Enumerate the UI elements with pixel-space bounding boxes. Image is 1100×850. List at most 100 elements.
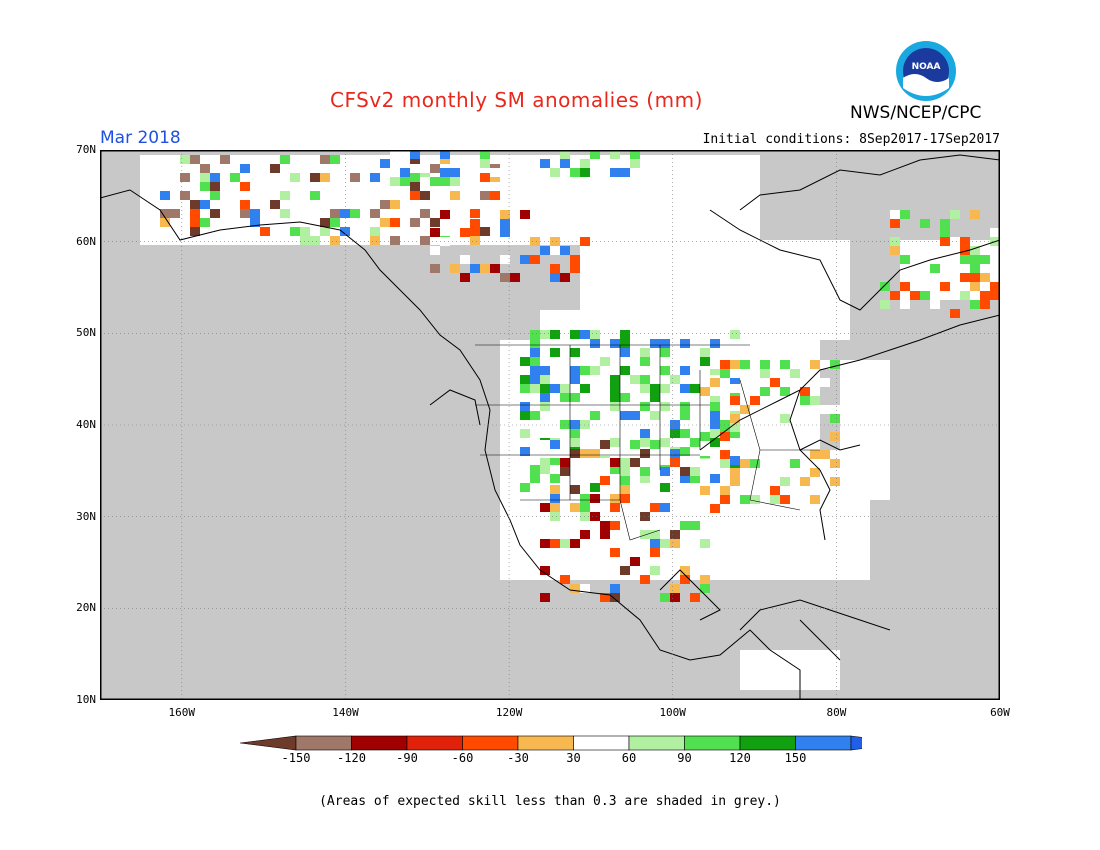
anomaly-cell <box>630 150 640 159</box>
anomaly-cell <box>160 209 170 218</box>
anomaly-cell <box>350 173 360 182</box>
anomaly-cell <box>700 396 710 405</box>
initial-conditions: Initial conditions: 8Sep2017-17Sep2017 <box>702 132 1000 147</box>
anomaly-cell <box>650 339 660 348</box>
anomaly-cell <box>200 200 210 209</box>
anomaly-cell <box>810 360 820 369</box>
anomaly-cell <box>550 449 560 458</box>
anomaly-cell <box>520 384 530 393</box>
anomaly-cell <box>570 255 580 264</box>
anomaly-cell <box>580 467 590 476</box>
anomaly-cell <box>470 219 480 228</box>
anomaly-cell <box>900 300 910 309</box>
anomaly-cell <box>610 393 620 402</box>
anomaly-cell <box>550 168 560 177</box>
anomaly-cell <box>580 584 590 593</box>
anomaly-cell <box>570 503 580 512</box>
anomaly-cell <box>560 539 570 548</box>
anomaly-cell <box>830 432 840 441</box>
anomaly-cell <box>610 465 620 474</box>
anomaly-cell <box>620 458 630 467</box>
lat-label: 60N <box>76 234 96 248</box>
anomaly-cell <box>640 402 650 411</box>
anomaly-cell <box>710 495 720 504</box>
anomaly-cell <box>750 495 760 504</box>
anomaly-cell <box>980 291 990 300</box>
anomaly-cell <box>620 348 630 357</box>
anomaly-cell <box>390 236 400 245</box>
anomaly-cell <box>540 246 550 255</box>
legend-label: 90 <box>677 751 692 765</box>
map-frame <box>100 150 1000 700</box>
anomaly-cell <box>940 282 950 291</box>
anomaly-cell <box>640 348 650 357</box>
anomaly-cell <box>970 246 980 255</box>
anomaly-cell <box>390 200 400 209</box>
legend-label: 150 <box>784 751 807 765</box>
anomaly-cell <box>640 375 650 384</box>
anomaly-cell <box>470 164 480 173</box>
anomaly-cell <box>550 384 560 393</box>
anomaly-cell <box>530 228 540 237</box>
anomaly-cell <box>540 458 550 467</box>
anomaly-cell <box>790 387 800 396</box>
neutral-region <box>840 360 890 500</box>
anomaly-cell <box>270 227 280 236</box>
anomaly-cell <box>470 155 480 164</box>
anomaly-cell <box>350 164 360 173</box>
anomaly-cell <box>560 458 570 467</box>
anomaly-cell <box>580 420 590 429</box>
anomaly-cell <box>470 236 480 245</box>
anomaly-cell <box>700 432 710 441</box>
legend-swatch <box>351 735 408 751</box>
anomaly-cell <box>350 182 360 191</box>
anomaly-cell <box>560 467 570 476</box>
anomaly-cell <box>240 164 250 173</box>
anomaly-cell <box>370 209 380 218</box>
anomaly-cell <box>960 246 970 255</box>
anomaly-cell <box>660 593 670 602</box>
anomaly-cell <box>550 440 560 449</box>
anomaly-cell <box>660 467 670 476</box>
anomaly-cell <box>990 291 1000 300</box>
anomaly-cell <box>490 191 500 200</box>
anomaly-cell <box>540 440 550 449</box>
anomaly-cell <box>500 228 510 237</box>
anomaly-cell <box>830 360 840 369</box>
anomaly-cell <box>200 164 210 173</box>
neutral-region <box>740 650 840 690</box>
anomaly-cell <box>290 173 300 182</box>
anomaly-cell <box>760 360 770 369</box>
anomaly-cell <box>470 177 480 186</box>
anomaly-cell <box>820 360 830 369</box>
anomaly-cell <box>600 521 610 530</box>
anomaly-cell <box>710 378 720 387</box>
anomaly-cell <box>720 423 730 432</box>
anomaly-cell <box>580 503 590 512</box>
anomaly-cell <box>760 387 770 396</box>
anomaly-cell <box>570 219 580 228</box>
anomaly-map <box>100 150 1000 700</box>
lat-label: 50N <box>76 326 96 340</box>
anomaly-cell <box>630 375 640 384</box>
anomaly-cell <box>700 459 710 468</box>
anomaly-cell <box>950 210 960 219</box>
anomaly-cell <box>750 459 760 468</box>
anomaly-cell <box>580 476 590 485</box>
anomaly-cell <box>160 218 170 227</box>
legend-high-arrow <box>850 735 862 751</box>
anomaly-cell <box>620 465 630 474</box>
anomaly-cell <box>600 440 610 449</box>
anomaly-cell <box>470 264 480 273</box>
anomaly-cell <box>330 191 340 200</box>
skill-note: (Areas of expected skill less than 0.3 a… <box>319 794 781 809</box>
anomaly-cell <box>780 387 790 396</box>
anomaly-cell <box>890 291 900 300</box>
anomaly-cell <box>830 405 840 414</box>
anomaly-cell <box>800 396 810 405</box>
anomaly-cell <box>450 191 460 200</box>
anomaly-cell <box>530 255 540 264</box>
anomaly-cell <box>610 458 620 467</box>
anomaly-cell <box>490 168 500 177</box>
anomaly-cell <box>580 330 590 339</box>
